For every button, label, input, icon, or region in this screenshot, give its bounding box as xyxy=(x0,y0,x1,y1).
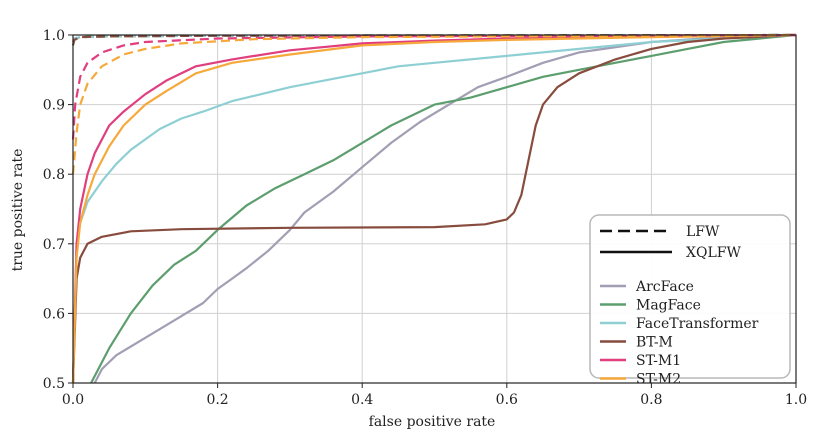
curve-xqlfw-facetransformer xyxy=(71,33,797,384)
x-tick-label: 0.6 xyxy=(496,392,518,408)
x-tick-label: 0.0 xyxy=(62,392,84,408)
legend-label-facetransformer: FaceTransformer xyxy=(636,316,759,332)
x-tick-labels: 0.0 0.2 0.4 0.6 0.8 1.0 xyxy=(62,383,807,408)
x-tick-label: 1.0 xyxy=(785,392,807,408)
legend-label-bt-m: BT-M xyxy=(636,335,673,351)
legend: LFW XQLFW ArcFace MagFace FaceTransformer BT-… xyxy=(589,214,791,388)
curve-xqlfw-arcface xyxy=(93,33,797,384)
curve-xqlfw-magface xyxy=(90,33,797,384)
curve-xqlfw-bt-m xyxy=(71,33,797,384)
y-tick-label: 0.6 xyxy=(43,306,65,322)
y-tick-labels: 0.5 0.6 0.7 0.8 0.9 1.0 xyxy=(43,28,73,392)
plot-frame xyxy=(72,34,797,384)
curve-lfw-st-m1 xyxy=(71,33,797,140)
y-axis-label: true positive rate xyxy=(10,149,26,272)
curve-xqlfw-st-m2 xyxy=(71,33,797,384)
y-tick-label: 0.8 xyxy=(43,167,65,183)
curve-xqlfw-st-m1 xyxy=(71,33,797,384)
legend-box xyxy=(589,214,791,379)
legend-label-xqlfw: XQLFW xyxy=(686,245,741,261)
y-tick-label: 0.9 xyxy=(43,98,65,114)
legend-label-arcface: ArcFace xyxy=(635,279,694,295)
legend-label-st-m2: ST-M2 xyxy=(636,372,681,388)
legend-label-magface: MagFace xyxy=(636,298,701,314)
axes xyxy=(72,34,797,384)
x-tick-label: 0.4 xyxy=(351,392,373,408)
x-tick-label: 0.8 xyxy=(640,392,662,408)
y-tick-label: 0.7 xyxy=(43,237,65,253)
x-axis-label: false positive rate xyxy=(369,414,496,430)
x-tick-label: 0.2 xyxy=(206,392,228,408)
y-tick-label: 0.5 xyxy=(43,376,65,392)
roc-curves xyxy=(71,33,797,384)
legend-label-lfw: LFW xyxy=(686,224,720,240)
y-tick-label: 1.0 xyxy=(43,28,65,44)
legend-label-st-m1: ST-M1 xyxy=(636,353,681,369)
curve-lfw-st-m2 xyxy=(71,33,797,175)
